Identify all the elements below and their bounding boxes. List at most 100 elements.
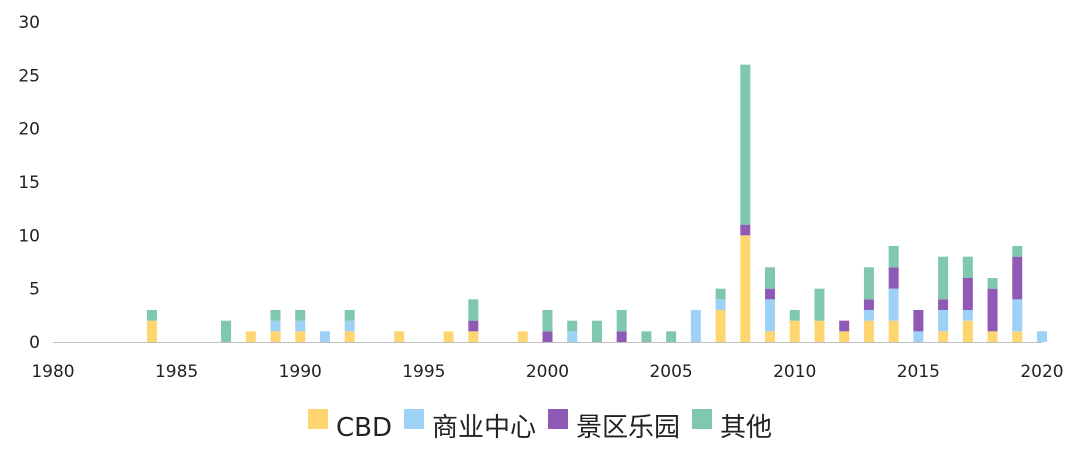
bar-segment-3-2003	[616, 310, 627, 332]
bar-segment-3-2002	[591, 320, 602, 342]
bar-segment-3-2009	[765, 267, 776, 289]
legend-swatch-1	[404, 409, 424, 429]
bar-segment-3-1987	[221, 320, 232, 342]
x-tick-label: 1985	[155, 362, 198, 382]
bar-segment-3-2011	[814, 288, 825, 321]
x-tick-label: 2015	[897, 362, 940, 382]
bar-segment-1-2007	[715, 299, 726, 310]
bar-segment-0-1999	[517, 331, 528, 342]
bar-segment-1-2015	[913, 331, 924, 342]
bar-segment-3-2004	[641, 331, 652, 342]
legend-swatch-0	[308, 409, 328, 429]
bar-segment-0-1989	[270, 331, 281, 342]
bar-segment-2-2018	[987, 288, 998, 332]
bar-segment-2-2003	[616, 331, 627, 342]
bar-segment-2-2009	[765, 288, 776, 300]
bar-segment-1-1992	[344, 320, 355, 332]
legend-label-0: CBD	[336, 413, 392, 443]
legend-swatch-3	[692, 409, 712, 429]
y-tick-label: 30	[18, 13, 40, 33]
bar-segment-2-2013	[863, 299, 874, 310]
x-tick-label: 1995	[402, 362, 445, 382]
bar-segment-2-2015	[913, 310, 924, 332]
bars	[146, 64, 1047, 342]
bar-segment-0-1992	[344, 331, 355, 342]
y-tick-label: 25	[18, 66, 40, 86]
bar-segment-3-2018	[987, 278, 998, 289]
y-tick-label: 15	[18, 173, 40, 193]
bar-segment-3-2013	[863, 267, 874, 300]
legend-label-1: 商业中心	[432, 413, 536, 443]
bar-segment-0-1990	[295, 331, 306, 342]
bar-segment-0-1988	[245, 331, 256, 342]
bar-segment-2-2016	[938, 299, 949, 310]
x-tick-label: 2020	[1020, 362, 1063, 382]
bar-segment-2-2019	[1012, 256, 1023, 300]
legend-label-3: 其他	[720, 413, 772, 443]
bar-segment-0-2018	[987, 331, 998, 342]
bar-segment-2-2017	[962, 278, 973, 310]
x-tick-label: 1980	[31, 362, 74, 382]
bar-segment-1-2016	[938, 310, 949, 332]
bar-segment-0-2010	[789, 320, 800, 342]
bar-segment-0-2019	[1012, 331, 1023, 342]
bar-segment-3-2016	[938, 256, 949, 300]
bar-segment-0-2012	[839, 331, 850, 342]
bar-segment-0-2011	[814, 320, 825, 342]
bar-segment-1-2019	[1012, 299, 1023, 332]
x-axis-ticks: 1980 1985 1990 1995 2000 2005 2010 2015 2020	[31, 362, 1063, 382]
x-tick-label: 1990	[279, 362, 322, 382]
bar-segment-0-2008	[740, 235, 751, 342]
bar-segment-0-2014	[888, 320, 899, 342]
bar-segment-1-2020	[1037, 331, 1047, 342]
bar-segment-1-2009	[765, 299, 776, 332]
x-tick-label: 2010	[773, 362, 816, 382]
y-axis-ticks: 0 5 10 15 20 25 30	[18, 13, 40, 353]
bar-segment-3-2019	[1012, 246, 1023, 257]
bar-segment-3-2001	[567, 320, 578, 332]
bar-segment-3-2014	[888, 246, 899, 268]
legend-label-2: 景区乐园	[576, 413, 680, 443]
y-tick-label: 5	[29, 280, 40, 300]
bar-segment-0-2009	[765, 331, 776, 342]
bar-segment-2-1997	[468, 320, 479, 332]
bar-segment-2-2000	[542, 331, 553, 342]
bar-segment-2-2014	[888, 267, 899, 289]
bar-segment-0-2016	[938, 331, 949, 342]
bar-segment-3-2000	[542, 310, 553, 332]
bar-segment-3-2007	[715, 288, 726, 300]
bar-segment-3-1997	[468, 299, 479, 321]
bar-segment-1-2017	[962, 310, 973, 321]
bar-segment-3-1992	[344, 310, 355, 321]
bar-segment-1-1991	[319, 331, 330, 342]
bar-segment-1-1989	[270, 320, 281, 332]
bar-segment-0-1984	[146, 320, 157, 342]
bar-segment-1-1990	[295, 320, 306, 332]
legend: CBD 商业中心 景区乐园 其他	[308, 409, 772, 443]
x-tick-label: 2000	[526, 362, 569, 382]
bar-segment-0-2007	[715, 310, 726, 342]
bar-segment-3-2005	[666, 331, 677, 342]
y-tick-label: 10	[18, 226, 40, 246]
bar-segment-2-2008	[740, 224, 751, 236]
bar-segment-0-1996	[443, 331, 454, 342]
bar-segment-3-1989	[270, 310, 281, 321]
y-tick-label: 0	[29, 333, 40, 353]
bar-segment-0-1997	[468, 331, 479, 342]
bar-segment-1-2014	[888, 288, 899, 321]
bar-segment-1-2001	[567, 331, 578, 342]
bar-segment-3-1984	[146, 310, 157, 321]
bar-segment-1-2006	[690, 310, 701, 342]
bar-segment-0-1994	[394, 331, 405, 342]
bar-segment-3-2017	[962, 256, 973, 278]
y-tick-label: 20	[18, 120, 40, 140]
legend-swatch-2	[548, 409, 568, 429]
bar-segment-3-2008	[740, 64, 751, 225]
bar-segment-0-2017	[962, 320, 973, 342]
bar-segment-1-2013	[863, 310, 874, 321]
bar-segment-0-2013	[863, 320, 874, 342]
bar-segment-3-2010	[789, 310, 800, 321]
bar-segment-2-2012	[839, 320, 850, 332]
bar-segment-3-1990	[295, 310, 306, 321]
